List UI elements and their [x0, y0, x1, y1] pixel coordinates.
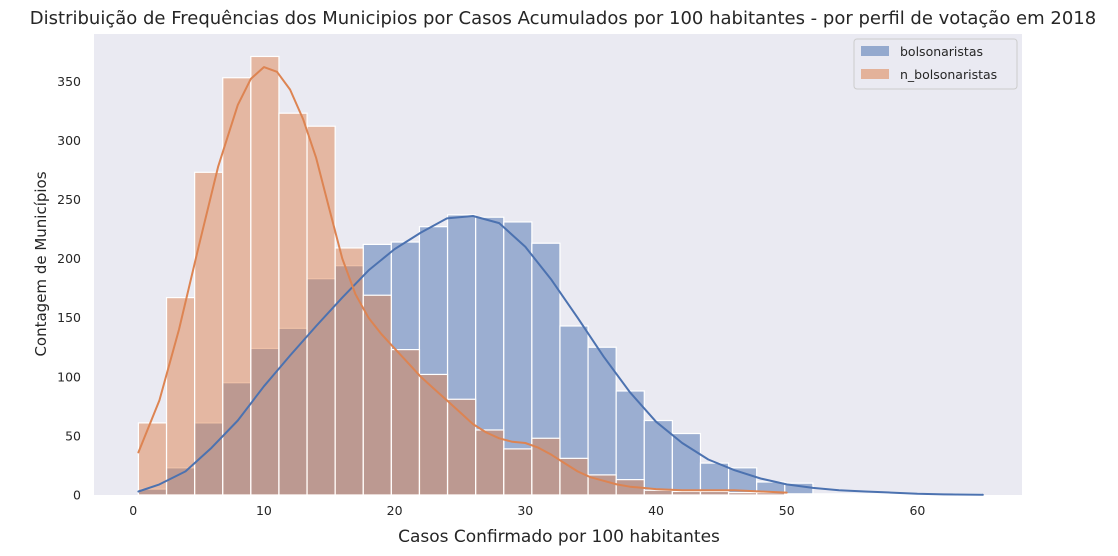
legend-label-n-bolsonaristas: n_bolsonaristas [900, 67, 997, 82]
histogram-bar [475, 429, 505, 496]
histogram-bar [250, 55, 280, 496]
x-tick-label: 10 [256, 503, 272, 518]
histogram-bar [165, 296, 196, 496]
histogram-bar [334, 247, 364, 496]
legend-box [853, 38, 1018, 90]
legend: bolsonaristas n_bolsonaristas [853, 38, 1018, 90]
y-tick-label: 100 [57, 369, 81, 384]
histogram-bar [615, 390, 645, 496]
histogram-bar [194, 171, 224, 496]
histogram-bar [671, 432, 702, 496]
legend-label-bolsonaristas: bolsonaristas [900, 44, 983, 59]
y-tick-label: 250 [57, 192, 81, 207]
histogram-bar [840, 493, 870, 496]
histogram-bar [671, 490, 702, 496]
x-tick-label: 20 [387, 503, 403, 518]
histogram-bar [699, 490, 730, 496]
histogram-bar [362, 294, 392, 496]
y-axis-title: Contagem de Municípios [32, 171, 50, 356]
y-axis: 0 50 100 150 200 250 300 350 [57, 74, 81, 503]
histogram-bar [812, 493, 842, 496]
y-tick-label: 0 [73, 488, 81, 503]
kde-line-n-bolsonaristas [137, 66, 788, 494]
x-axis-title: Casos Confirmado por 100 habitantes [398, 527, 720, 547]
x-tick-label: 60 [909, 503, 925, 518]
histogram-bar [643, 419, 673, 496]
histogram-bar [727, 492, 758, 496]
legend-swatch-n-bolsonaristas [861, 69, 889, 79]
y-tick-label: 150 [57, 310, 81, 325]
y-tick-label: 350 [57, 74, 81, 89]
x-axis: 0 10 20 30 40 50 60 [129, 503, 925, 518]
kde-line-bolsonaristas [137, 215, 984, 496]
histogram-bar [643, 489, 673, 496]
histogram-bar [278, 112, 308, 496]
x-tick-label: 50 [779, 503, 795, 518]
y-tick-label: 300 [57, 133, 81, 148]
x-tick-label: 40 [648, 503, 664, 518]
legend-swatch-bolsonaristas [861, 46, 889, 56]
histogram-bar [137, 422, 168, 496]
histogram-bar [868, 493, 898, 496]
chart-title: Distribuição de Frequências dos Municipi… [30, 8, 1096, 29]
x-tick-label: 30 [517, 503, 533, 518]
y-tick-label: 50 [65, 428, 81, 443]
y-tick-label: 200 [57, 251, 81, 266]
histogram-bar [503, 448, 533, 496]
histogram-bar [587, 346, 617, 496]
histogram-bar [418, 373, 449, 496]
kde-curves [137, 66, 984, 496]
x-tick-label: 0 [129, 503, 137, 518]
histogram-bar [784, 493, 814, 496]
